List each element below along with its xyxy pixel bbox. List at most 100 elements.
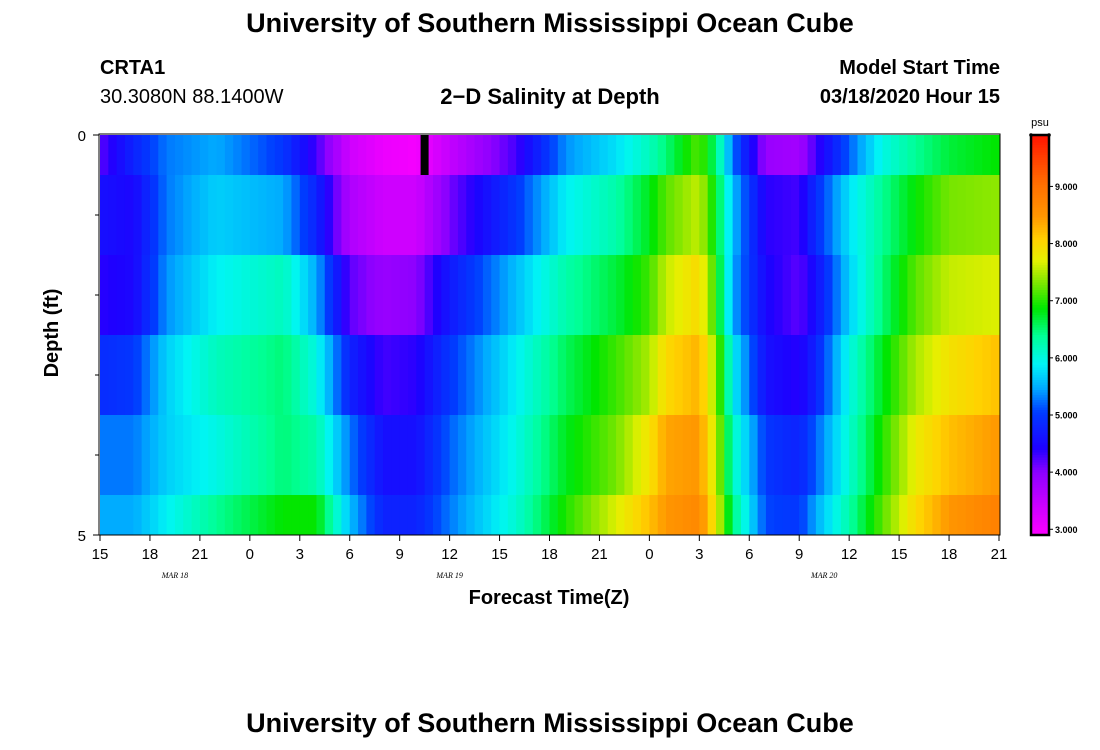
heatmap-cell xyxy=(757,255,767,335)
heatmap-cell xyxy=(582,175,592,255)
heatmap-cell xyxy=(416,415,426,495)
heatmap-cell xyxy=(241,255,251,335)
heatmap-cell xyxy=(799,135,809,175)
heatmap-cell xyxy=(333,415,342,495)
heatmap-cell xyxy=(790,175,800,255)
heatmap-cell xyxy=(274,415,284,495)
heatmap-cell xyxy=(391,255,401,335)
heatmap-cell xyxy=(599,495,609,535)
heatmap-cell xyxy=(457,335,467,415)
heatmap-cell xyxy=(924,335,933,415)
heatmap-cell xyxy=(299,335,309,415)
heatmap-cell xyxy=(299,175,309,255)
heatmap-cell xyxy=(832,495,842,535)
heatmap-cell xyxy=(149,415,159,495)
heatmap-cell xyxy=(374,255,384,335)
heatmap-cell xyxy=(616,255,626,335)
heatmap-cell xyxy=(774,175,784,255)
heatmap-cell xyxy=(100,175,109,255)
heatmap-cell xyxy=(333,135,342,175)
heatmap-cell xyxy=(557,255,567,335)
heatmap-cell xyxy=(316,175,326,255)
heatmap-cell xyxy=(749,255,759,335)
heatmap-cell xyxy=(857,175,867,255)
heatmap-cell xyxy=(391,495,401,535)
heatmap-cell xyxy=(824,135,834,175)
heatmap-cell xyxy=(407,135,417,175)
heatmap-cell xyxy=(790,415,800,495)
heatmap-cell xyxy=(374,415,384,495)
heatmap-cell xyxy=(399,415,409,495)
heatmap-cell xyxy=(274,335,284,415)
heatmap-cell xyxy=(624,495,634,535)
x-tick-label: 21 xyxy=(991,546,1008,563)
heatmap-cell xyxy=(541,175,551,255)
heatmap-cell xyxy=(682,335,692,415)
heatmap-cell xyxy=(607,135,617,175)
heatmap-cell xyxy=(940,415,950,495)
heatmap-cell xyxy=(466,495,476,535)
heatmap-cell xyxy=(424,135,434,175)
heatmap-cell xyxy=(624,135,634,175)
heatmap-cell xyxy=(241,415,251,495)
heatmap-cell xyxy=(566,495,576,535)
heatmap-cell xyxy=(657,495,667,535)
heatmap-cell xyxy=(849,495,859,535)
heatmap-cell xyxy=(524,335,534,415)
heatmap-cell xyxy=(133,415,143,495)
heatmap-cell xyxy=(507,335,517,415)
heatmap-cell xyxy=(324,255,334,335)
heatmap-cell xyxy=(457,255,467,335)
heatmap-cell xyxy=(874,175,884,255)
heatmap-cell xyxy=(208,335,218,415)
heatmap-cell xyxy=(149,175,159,255)
heatmap-cell xyxy=(882,175,892,255)
heatmap-cell xyxy=(641,175,650,255)
heatmap-cell xyxy=(383,255,392,335)
heatmap-cell xyxy=(399,255,409,335)
model-start-label: Model Start Time xyxy=(839,57,1000,79)
heatmap-cell xyxy=(108,415,118,495)
heatmap-cell xyxy=(890,135,900,175)
heatmap-cell xyxy=(591,415,601,495)
heatmap-cell xyxy=(624,335,634,415)
heatmap-cell xyxy=(133,135,143,175)
heatmap-cell xyxy=(707,255,717,335)
x-axis-title: Forecast Time(Z) xyxy=(469,587,630,609)
heatmap-cell xyxy=(274,255,284,335)
heatmap-cell xyxy=(874,335,884,415)
heatmap-cell xyxy=(474,335,484,415)
heatmap-cell xyxy=(932,335,942,415)
heatmap-cell xyxy=(233,135,243,175)
heatmap-cell xyxy=(541,495,551,535)
heatmap-cell xyxy=(233,255,243,335)
heatmap-cell xyxy=(266,335,276,415)
heatmap-cell xyxy=(774,335,784,415)
heatmap-cell xyxy=(183,415,193,495)
heatmap-cell xyxy=(233,495,243,535)
heatmap-cell xyxy=(765,335,775,415)
heatmap-cell xyxy=(632,335,642,415)
heatmap-cell xyxy=(691,335,700,415)
heatmap-cell xyxy=(649,495,659,535)
heatmap-cell xyxy=(266,415,276,495)
heatmap-cell xyxy=(924,255,933,335)
heatmap-cell xyxy=(174,335,184,415)
heatmap-cell xyxy=(949,415,958,495)
heatmap-cell xyxy=(749,135,759,175)
heatmap-cell xyxy=(100,495,109,535)
heatmap-cell xyxy=(216,335,226,415)
heatmap-cell xyxy=(740,495,750,535)
heatmap-cell xyxy=(865,415,875,495)
heatmap-cell xyxy=(141,495,151,535)
heatmap-cell xyxy=(407,255,417,335)
heatmap-cell xyxy=(582,335,592,415)
heatmap-cell xyxy=(641,255,650,335)
heatmap-cell xyxy=(432,495,442,535)
heatmap-cell xyxy=(807,495,817,535)
heatmap-cell xyxy=(740,175,750,255)
heatmap-cell xyxy=(965,135,975,175)
heatmap-cell xyxy=(166,335,176,415)
heatmap-cell xyxy=(441,175,451,255)
heatmap-cell xyxy=(907,415,917,495)
